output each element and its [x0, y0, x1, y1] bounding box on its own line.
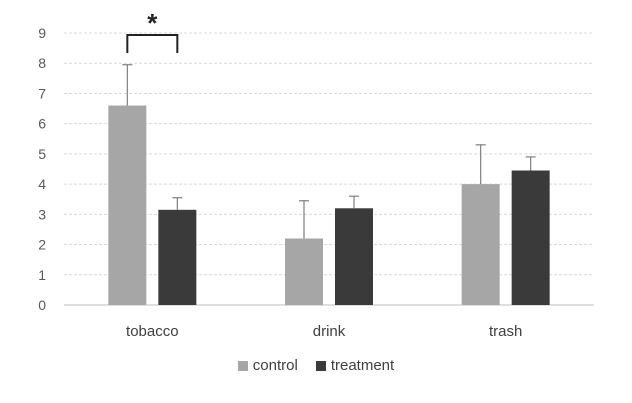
bar-control-trash	[461, 184, 500, 305]
category-label: trash	[489, 323, 522, 340]
y-tick-label: 4	[38, 176, 46, 192]
legend-item-control: control	[237, 357, 298, 374]
y-tick-label: 6	[38, 116, 46, 132]
bar-treatment-tobacco	[158, 209, 197, 305]
legend: control treatment	[0, 357, 632, 374]
legend-label: control	[252, 357, 298, 374]
bar-treatment-trash	[511, 170, 550, 305]
bar-treatment-drink	[335, 208, 373, 305]
category-label: tobacco	[126, 323, 179, 340]
y-tick-label: 9	[38, 25, 46, 41]
legend-swatch	[237, 360, 248, 371]
legend-label: treatment	[330, 357, 395, 374]
significance-marker: *	[147, 8, 158, 38]
y-tick-label: 1	[38, 267, 46, 283]
y-tick-label: 3	[38, 206, 46, 222]
y-tick-label: 8	[38, 55, 46, 71]
legend-item-treatment: treatment	[315, 357, 395, 374]
bar-control-tobacco	[108, 105, 147, 306]
bar-control-drink	[285, 238, 323, 305]
y-tick-label: 5	[38, 146, 46, 162]
category-label: drink	[313, 323, 346, 340]
legend-swatch	[315, 360, 326, 371]
y-tick-label: 7	[38, 85, 46, 101]
y-tick-label: 2	[38, 237, 46, 253]
significance-bracket	[126, 34, 179, 53]
y-tick-label: 0	[38, 297, 46, 313]
